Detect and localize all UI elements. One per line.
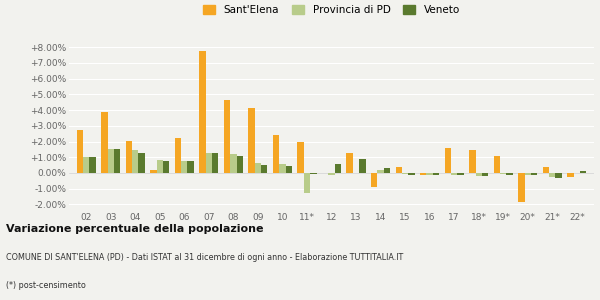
Bar [451,173,457,176]
Bar [402,173,408,174]
Bar [279,164,286,173]
Bar [445,148,451,173]
Bar [273,135,279,173]
Bar [371,173,377,187]
Bar [206,153,212,173]
Bar [580,171,586,173]
Bar [187,161,194,173]
Bar [482,173,488,176]
Bar [346,152,353,173]
Bar [261,165,268,173]
Bar [107,149,114,173]
Bar [310,173,317,174]
Bar [469,150,476,173]
Bar [286,166,292,173]
Bar [157,160,163,173]
Bar [476,173,482,176]
Bar [384,168,390,173]
Bar [359,159,365,173]
Bar [181,161,187,173]
Bar [531,173,538,175]
Bar [377,170,384,173]
Bar [556,173,562,178]
Bar [433,173,439,175]
Bar [77,130,83,173]
Bar [298,142,304,173]
Bar [395,167,402,173]
Bar [83,157,89,173]
Bar [175,138,181,173]
Bar [132,150,139,173]
Bar [236,156,243,173]
Bar [114,149,120,173]
Bar [248,108,255,173]
Bar [524,173,531,175]
Text: COMUNE DI SANT'ELENA (PD) - Dati ISTAT al 31 dicembre di ogni anno - Elaborazion: COMUNE DI SANT'ELENA (PD) - Dati ISTAT a… [6,254,403,262]
Bar [139,153,145,173]
Bar [408,173,415,175]
Bar [335,164,341,173]
Bar [518,173,524,202]
Bar [255,163,261,173]
Bar [125,141,132,173]
Bar [304,173,310,194]
Bar [224,100,230,173]
Bar [427,173,433,175]
Bar [543,167,549,173]
Bar [212,153,218,173]
Bar [328,173,335,175]
Bar [494,156,500,173]
Bar [150,170,157,173]
Text: (*) post-censimento: (*) post-censimento [6,280,86,290]
Bar [500,173,506,174]
Bar [89,157,96,173]
Bar [567,173,574,177]
Bar [199,51,206,173]
Bar [101,112,107,173]
Bar [549,173,556,177]
Bar [230,154,236,173]
Bar [457,173,464,176]
Bar [420,173,427,175]
Bar [506,173,513,175]
Bar [163,161,169,173]
Legend: Sant'Elena, Provincia di PD, Veneto: Sant'Elena, Provincia di PD, Veneto [201,3,462,17]
Text: Variazione percentuale della popolazione: Variazione percentuale della popolazione [6,224,263,233]
